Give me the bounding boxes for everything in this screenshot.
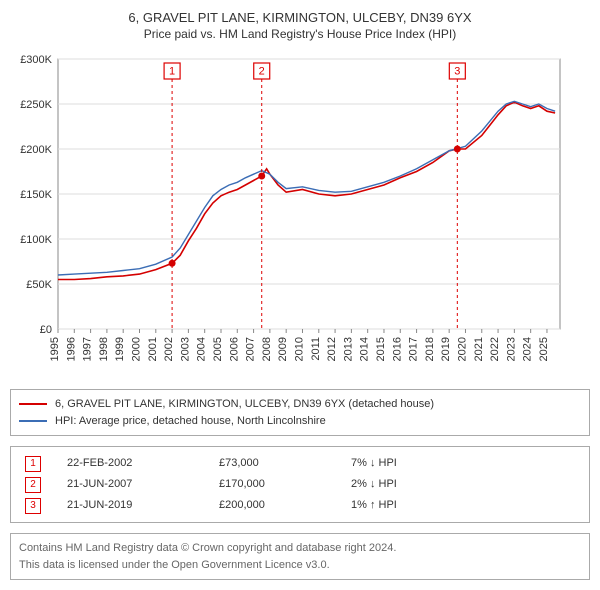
x-tick-label: 2008 [261, 337, 273, 361]
x-tick-label: 2025 [538, 337, 550, 361]
legend-label: HPI: Average price, detached house, Nort… [55, 413, 326, 430]
y-tick-label: £300K [20, 54, 52, 66]
x-tick-label: 2018 [424, 337, 436, 361]
x-tick-label: 2021 [473, 337, 485, 361]
event-delta-cell: 7% ↓ HPI [345, 453, 581, 474]
x-tick-label: 2012 [326, 337, 338, 361]
x-tick-label: 2004 [196, 337, 208, 361]
x-tick-label: 1997 [82, 337, 94, 361]
x-tick-label: 1999 [114, 337, 126, 361]
x-tick-label: 2016 [391, 337, 403, 361]
price-chart: £0 £50K £100K £150K £200K £250K £300K 1995 1996 1… [10, 49, 570, 379]
footer-line2: This data is licensed under the Open Gov… [19, 557, 581, 574]
event-dot-2 [258, 173, 265, 180]
x-tick-label: 2001 [147, 337, 159, 361]
y-tick-label: £250K [20, 99, 52, 111]
y-tick-label: £150K [20, 189, 52, 201]
event-price-cell: £170,000 [213, 474, 345, 495]
y-tick-label: £200K [20, 144, 52, 156]
event-num-cell: 2 [19, 474, 61, 495]
x-tick-label: 2010 [293, 337, 305, 361]
x-tick-label: 2020 [456, 337, 468, 361]
legend-label: 6, GRAVEL PIT LANE, KIRMINGTON, ULCEBY, … [55, 396, 434, 413]
event-marker-label-3: 3 [454, 65, 460, 77]
event-num-cell: 1 [19, 453, 61, 474]
x-tick-label: 2024 [522, 337, 534, 361]
legend-row: 6, GRAVEL PIT LANE, KIRMINGTON, ULCEBY, … [19, 396, 581, 413]
event-price-cell: £200,000 [213, 495, 345, 516]
event-delta-cell: 2% ↓ HPI [345, 474, 581, 495]
x-tick-label: 1996 [65, 337, 77, 361]
event-row: 3 21-JUN-2019£200,0001% ↑ HPI [19, 495, 581, 516]
footer-line1: Contains HM Land Registry data © Crown c… [19, 540, 581, 557]
x-tick-label: 2002 [163, 337, 175, 361]
event-num-badge: 3 [25, 498, 41, 514]
x-tick-label: 2022 [489, 337, 501, 361]
chart-title-line2: Price paid vs. HM Land Registry's House … [10, 27, 590, 41]
event-marker-label-1: 1 [169, 65, 175, 77]
x-tick-label: 2014 [359, 337, 371, 361]
event-dot-1 [169, 260, 176, 267]
chart-title-line1: 6, GRAVEL PIT LANE, KIRMINGTON, ULCEBY, … [10, 10, 590, 25]
x-tick-label: 2003 [179, 337, 191, 361]
event-num-cell: 3 [19, 495, 61, 516]
event-date-cell: 21-JUN-2019 [61, 495, 213, 516]
x-tick-label: 2017 [408, 337, 420, 361]
event-row: 2 21-JUN-2007£170,0002% ↓ HPI [19, 474, 581, 495]
event-num-badge: 1 [25, 456, 41, 472]
x-tick-label: 2006 [228, 337, 240, 361]
x-tick-label: 2019 [440, 337, 452, 361]
legend-swatch [19, 420, 47, 422]
event-date-cell: 21-JUN-2007 [61, 474, 213, 495]
chart-container: £0 £50K £100K £150K £200K £250K £300K 1995 1996 1… [10, 49, 590, 379]
event-row: 1 22-FEB-2002£73,0007% ↓ HPI [19, 453, 581, 474]
x-tick-label: 2023 [505, 337, 517, 361]
attribution-footer: Contains HM Land Registry data © Crown c… [10, 533, 590, 580]
event-dot-3 [454, 146, 461, 153]
legend-swatch [19, 403, 47, 405]
y-tick-label: £0 [40, 324, 52, 336]
x-tick-label: 2007 [245, 337, 257, 361]
x-tick-label: 2009 [277, 337, 289, 361]
events-table: 1 22-FEB-2002£73,0007% ↓ HPI 2 21-JUN-2007£… [10, 446, 590, 523]
x-tick-label: 2005 [212, 337, 224, 361]
event-delta-cell: 1% ↑ HPI [345, 495, 581, 516]
x-tick-label: 1995 [49, 337, 61, 361]
x-tick-label: 2015 [375, 337, 387, 361]
y-tick-label: £50K [26, 279, 52, 291]
x-tick-label: 1998 [98, 337, 110, 361]
event-num-badge: 2 [25, 477, 41, 493]
legend-row: HPI: Average price, detached house, Nort… [19, 413, 581, 430]
x-tick-label: 2013 [342, 337, 354, 361]
x-tick-label: 2011 [310, 337, 322, 361]
legend: 6, GRAVEL PIT LANE, KIRMINGTON, ULCEBY, … [10, 389, 590, 436]
event-price-cell: £73,000 [213, 453, 345, 474]
event-date-cell: 22-FEB-2002 [61, 453, 213, 474]
y-tick-label: £100K [20, 234, 52, 246]
event-marker-label-2: 2 [259, 65, 265, 77]
x-tick-label: 2000 [130, 337, 142, 361]
